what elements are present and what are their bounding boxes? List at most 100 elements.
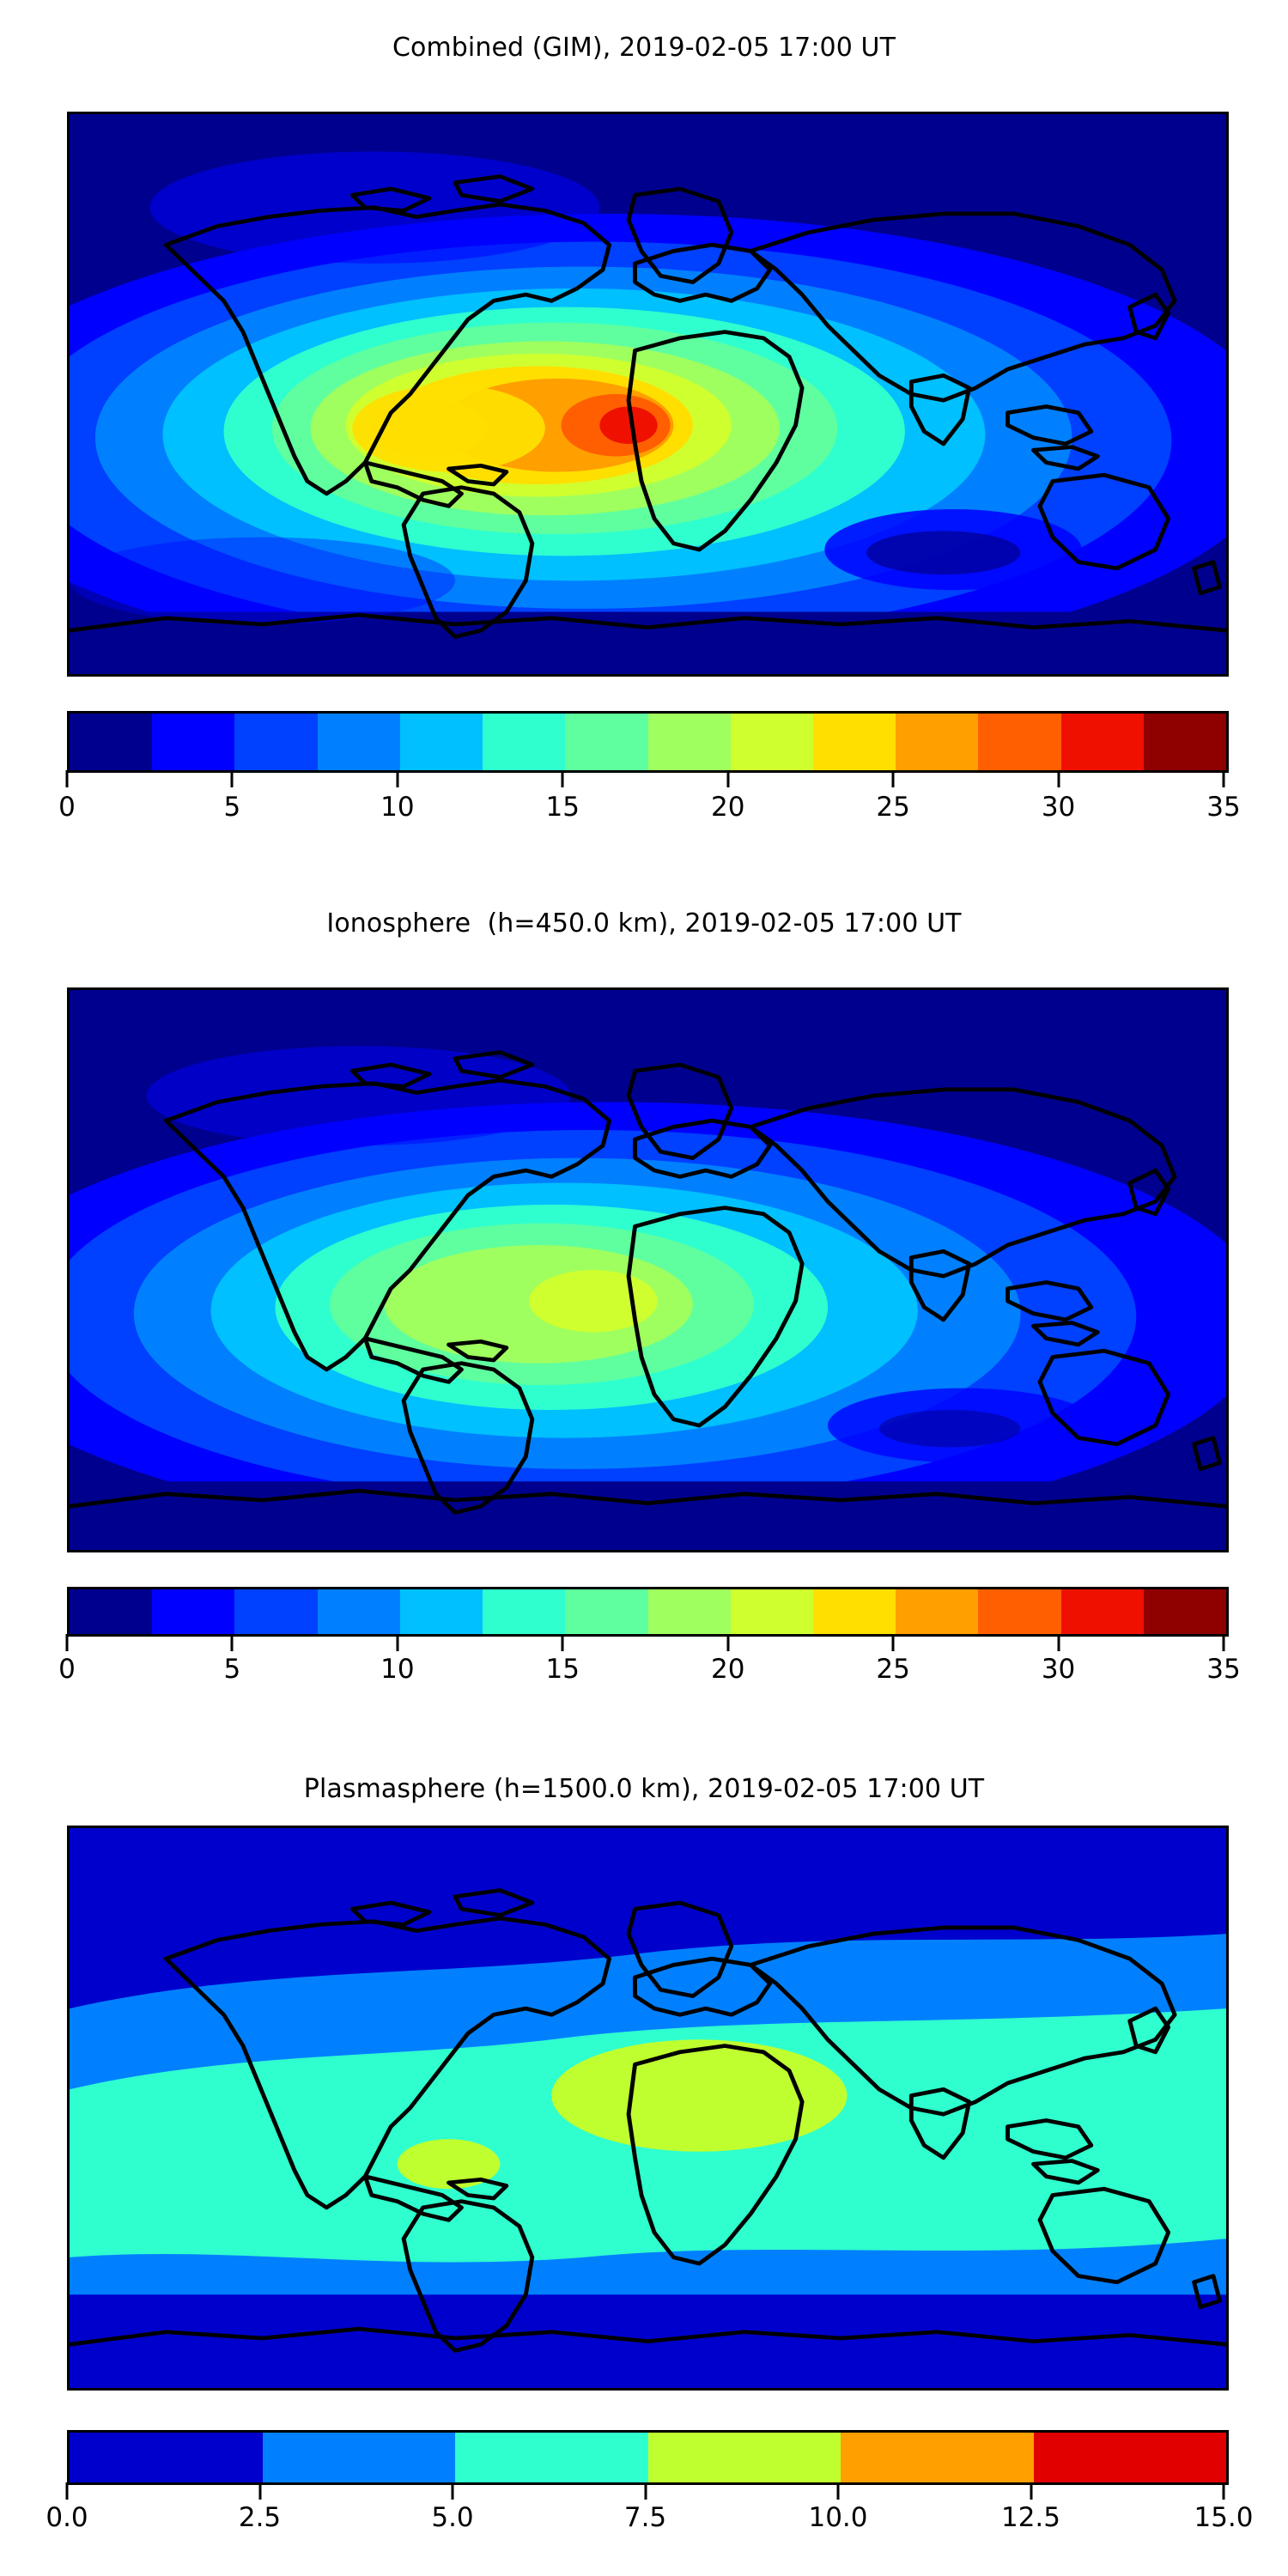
colorbar-band xyxy=(812,714,896,770)
colorbar-band xyxy=(565,714,648,770)
colorbar-band xyxy=(70,714,153,770)
colorbar-tick-label: 7.5 xyxy=(623,2502,667,2533)
colorbar-band xyxy=(730,1589,813,1634)
map-ionosphere-inner xyxy=(70,990,1226,1550)
colorbar-band xyxy=(70,2433,263,2482)
panel-ionosphere: Ionosphere (h=450.0 km), 2019-02-05 17:0… xyxy=(0,876,1288,1735)
colorbar-tick xyxy=(1030,2482,1032,2500)
colorbar-tick-label: 15 xyxy=(545,1654,580,1685)
panel-combined: Combined (GIM), 2019-02-05 17:00 UT xyxy=(0,0,1288,859)
colorbar-combined-labels: 0 5 10 15 20 25 30 35 xyxy=(58,788,1241,826)
colorbar-band xyxy=(455,2433,648,2482)
colorbar-tick-label: 25 xyxy=(876,792,910,823)
colorbar-tick-label: 10 xyxy=(380,792,415,823)
colorbar-band xyxy=(1060,714,1144,770)
colorbar-band xyxy=(647,1589,731,1634)
colorbar-tick xyxy=(891,770,895,787)
colorbar-tick xyxy=(891,1634,895,1651)
colorbar-band xyxy=(234,1589,318,1634)
colorbar-band xyxy=(978,714,1061,770)
colorbar-ionosphere-strip xyxy=(70,1589,1226,1634)
colorbar-band xyxy=(152,714,235,770)
colorbar-tick-label: 15.0 xyxy=(1194,2502,1254,2533)
colorbar-ionosphere-ticks xyxy=(65,1634,1225,1651)
colorbar-band xyxy=(1033,2433,1226,2482)
colorbar-combined[interactable] xyxy=(67,711,1229,773)
colorbar-tick xyxy=(726,1634,730,1651)
colorbar-tick xyxy=(836,2482,840,2500)
map-combined[interactable] xyxy=(67,112,1229,677)
map-combined-svg xyxy=(70,114,1226,674)
map-plasmasphere-svg xyxy=(70,1828,1226,2388)
colorbar-tick xyxy=(65,1634,69,1651)
colorbar-tick xyxy=(396,770,399,787)
colorbar-tick-label: 5 xyxy=(223,792,241,823)
colorbar-tick xyxy=(1222,770,1225,787)
colorbar-band xyxy=(317,1589,400,1634)
colorbar-tick-label: 25 xyxy=(876,1654,910,1685)
colorbar-band xyxy=(1143,1589,1226,1634)
colorbar-tick xyxy=(561,1634,564,1651)
colorbar-band xyxy=(978,1589,1061,1634)
colorbar-band xyxy=(896,714,979,770)
colorbar-band xyxy=(647,2433,841,2482)
colorbar-band xyxy=(647,714,731,770)
map-combined-inner xyxy=(70,114,1226,674)
colorbar-band xyxy=(317,714,400,770)
colorbar-ionosphere[interactable] xyxy=(67,1587,1229,1637)
colorbar-tick-label: 0.0 xyxy=(46,2502,88,2533)
colorbar-band xyxy=(262,2433,455,2482)
colorbar-tick-label: 35 xyxy=(1206,1654,1241,1685)
colorbar-tick-label: 10.0 xyxy=(808,2502,868,2533)
colorbar-tick-label: 0 xyxy=(58,1654,76,1685)
colorbar-tick xyxy=(451,2482,454,2500)
colorbar-tick xyxy=(1222,2482,1225,2500)
colorbar-tick xyxy=(258,2482,261,2500)
colorbar-plasmasphere[interactable] xyxy=(67,2430,1229,2485)
colorbar-tick-label: 30 xyxy=(1041,792,1076,823)
colorbar-band xyxy=(1060,1589,1144,1634)
map-ionosphere[interactable] xyxy=(67,987,1229,1552)
panel-title-ionosphere: Ionosphere (h=450.0 km), 2019-02-05 17:0… xyxy=(326,908,962,939)
colorbar-tick xyxy=(1057,770,1060,787)
colorbar-combined-strip xyxy=(70,714,1226,770)
coastlines xyxy=(70,1888,1226,2353)
colorbar-band xyxy=(234,714,318,770)
colorbar-tick xyxy=(65,770,69,787)
colorbar-band xyxy=(70,1589,153,1634)
colorbar-tick xyxy=(65,2482,69,2500)
colorbar-tick-label: 30 xyxy=(1041,1654,1076,1685)
coastlines xyxy=(70,1050,1226,1515)
colorbar-tick-label: 20 xyxy=(710,1654,745,1685)
colorbar-tick xyxy=(230,1634,234,1651)
colorbar-ionosphere-labels: 0 5 10 15 20 25 30 35 xyxy=(58,1650,1241,1688)
colorbar-band xyxy=(1143,714,1226,770)
colorbar-band xyxy=(896,1589,979,1634)
map-plasmasphere-inner xyxy=(70,1828,1226,2388)
colorbar-tick xyxy=(1057,1634,1060,1651)
colorbar-band xyxy=(399,714,483,770)
coastlines xyxy=(70,174,1226,639)
colorbar-band xyxy=(483,714,566,770)
colorbar-tick-label: 10 xyxy=(380,1654,415,1685)
colorbar-tick xyxy=(561,770,564,787)
colorbar-tick-label: 5 xyxy=(223,1654,241,1685)
colorbar-tick-label: 20 xyxy=(710,792,745,823)
colorbar-tick-label: 35 xyxy=(1206,792,1241,823)
colorbar-tick xyxy=(230,770,234,787)
colorbar-band xyxy=(812,1589,896,1634)
colorbar-tick xyxy=(726,770,730,787)
colorbar-tick-label: 15 xyxy=(545,792,580,823)
panel-plasmasphere: Plasmasphere (h=1500.0 km), 2019-02-05 1… xyxy=(0,1743,1288,2576)
colorbar-tick xyxy=(1222,1634,1225,1651)
colorbar-band xyxy=(730,714,813,770)
colorbar-tick-label: 5.0 xyxy=(431,2502,474,2533)
colorbar-plasmasphere-labels: 0.0 2.5 5.0 7.5 10.0 12.5 15.0 xyxy=(46,2499,1253,2537)
panel-title-plasmasphere: Plasmasphere (h=1500.0 km), 2019-02-05 1… xyxy=(303,1774,985,1804)
colorbar-combined-ticks xyxy=(65,770,1225,787)
colorbar-tick-label: 2.5 xyxy=(238,2502,282,2533)
map-plasmasphere[interactable] xyxy=(67,1826,1229,2391)
colorbar-tick xyxy=(644,2482,647,2500)
colorbar-plasmasphere-ticks xyxy=(65,2482,1225,2500)
